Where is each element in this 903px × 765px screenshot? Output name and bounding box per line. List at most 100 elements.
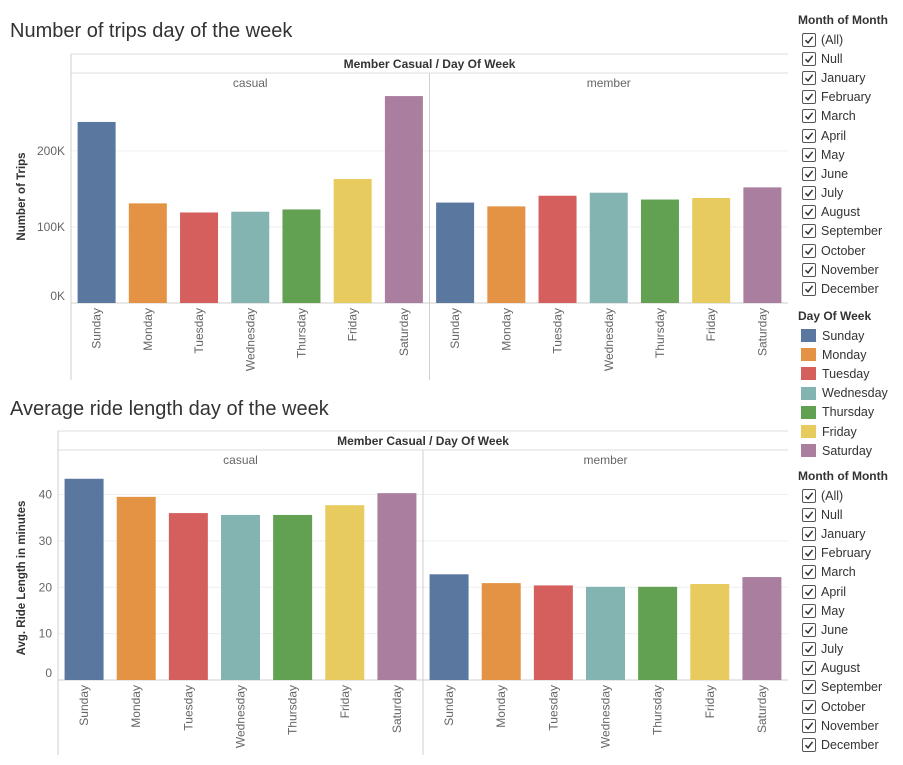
month-filter-option[interactable]: August	[798, 203, 902, 222]
checkbox-checked-icon[interactable]	[802, 262, 816, 277]
month-filter-option[interactable]: (All)	[798, 30, 902, 49]
x-tick-label: Saturday	[755, 685, 769, 733]
checkbox-checked-icon[interactable]	[802, 680, 816, 695]
month-filter-option-label: May	[821, 147, 845, 162]
checkbox-checked-icon[interactable]	[802, 205, 816, 220]
month-filter-option-label: June	[821, 622, 849, 637]
month-filter-option[interactable]: July	[798, 184, 902, 203]
checkbox-checked-icon[interactable]	[802, 128, 816, 143]
legend-swatch	[801, 405, 816, 419]
checkbox-checked-icon[interactable]	[802, 565, 816, 580]
checkbox-checked-icon[interactable]	[802, 546, 816, 561]
legend-swatch	[801, 367, 816, 381]
bar-casual-sunday	[64, 478, 104, 680]
day-legend-item[interactable]: Thursday	[798, 403, 902, 422]
bar-casual-monday	[116, 496, 156, 680]
day-legend-item[interactable]: Wednesday	[798, 384, 902, 403]
month-filter-option[interactable]: November	[798, 716, 902, 735]
y-tick-label: 200K	[37, 144, 65, 158]
bar-casual-saturday	[377, 493, 417, 680]
x-tick-label: Monday	[141, 308, 155, 351]
month-filter-option-label: April	[821, 128, 847, 143]
month-filter-option[interactable]: November	[798, 260, 902, 279]
month-filter-option[interactable]: August	[798, 659, 902, 678]
month-filter-option[interactable]: September	[798, 678, 902, 697]
x-tick-label: Monday	[499, 308, 513, 351]
month-filter-option-label: September	[821, 224, 883, 239]
month-filter-option[interactable]: January	[798, 68, 902, 87]
month-filter-option[interactable]: Null	[798, 505, 902, 524]
checkbox-checked-icon[interactable]	[802, 507, 816, 522]
day-legend-item[interactable]: Tuesday	[798, 364, 902, 383]
month-filter-option[interactable]: June	[798, 164, 902, 183]
month-filter-option[interactable]: April	[798, 582, 902, 601]
day-legend-label: Saturday	[822, 443, 873, 458]
month-filter-option-label: October	[821, 699, 866, 714]
month-filter-option[interactable]: October	[798, 697, 902, 716]
month-filter-option[interactable]: February	[798, 88, 902, 107]
day-legend-item[interactable]: Sunday	[798, 326, 902, 345]
month-filter-option[interactable]: February	[798, 544, 902, 563]
bar-member-sunday	[436, 202, 475, 303]
checkbox-checked-icon[interactable]	[802, 51, 816, 66]
checkbox-checked-icon[interactable]	[802, 738, 816, 753]
month-filter-option[interactable]: (All)	[798, 486, 902, 505]
month-filter-option[interactable]: May	[798, 145, 902, 164]
month-filter-option[interactable]: Null	[798, 49, 902, 68]
checkbox-checked-icon[interactable]	[802, 603, 816, 618]
month-filter-option[interactable]: April	[798, 126, 902, 145]
checkbox-checked-icon[interactable]	[802, 243, 816, 258]
checkbox-checked-icon[interactable]	[802, 282, 816, 297]
x-tick-label: Saturday	[397, 308, 411, 356]
day-legend-item[interactable]: Friday	[798, 422, 902, 441]
month-filter-option[interactable]: March	[798, 107, 902, 126]
month-filter-option[interactable]: May	[798, 601, 902, 620]
checkbox-checked-icon[interactable]	[802, 90, 816, 105]
checkbox-checked-icon[interactable]	[802, 488, 816, 503]
bar-member-friday	[690, 584, 730, 680]
checkbox-checked-icon[interactable]	[802, 622, 816, 637]
month-filter-option[interactable]: September	[798, 222, 902, 241]
day-legend-item[interactable]: Monday	[798, 345, 902, 364]
checkbox-checked-icon[interactable]	[802, 661, 816, 676]
x-tick-label: Sunday	[90, 308, 104, 349]
bar-casual-thursday	[282, 209, 321, 303]
y-tick-label: 10	[39, 627, 53, 641]
month-filter-option[interactable]: July	[798, 640, 902, 659]
checkbox-checked-icon[interactable]	[802, 109, 816, 124]
month-filter-option[interactable]: January	[798, 524, 902, 543]
chart-title-ride-length: Average ride length day of the week	[10, 398, 329, 420]
checkbox-checked-icon[interactable]	[802, 224, 816, 239]
checkbox-checked-icon[interactable]	[802, 584, 816, 599]
checkbox-checked-icon[interactable]	[802, 642, 816, 657]
legend-swatch	[801, 386, 816, 400]
checkbox-checked-icon[interactable]	[802, 147, 816, 162]
x-tick-label: Monday	[494, 685, 508, 728]
month-filter-option-label: (All)	[821, 32, 844, 47]
checkbox-checked-icon[interactable]	[802, 166, 816, 181]
day-legend-label: Monday	[822, 347, 867, 362]
checkbox-checked-icon[interactable]	[802, 699, 816, 714]
x-tick-label: Friday	[704, 308, 718, 341]
x-tick-label: Sunday	[77, 685, 91, 726]
bar-member-thursday	[638, 586, 678, 680]
month-filter-option[interactable]: June	[798, 620, 902, 639]
chart-title-trips: Number of trips day of the week	[10, 20, 293, 42]
month-filter-option[interactable]: October	[798, 241, 902, 260]
bar-casual-wednesday	[231, 211, 270, 303]
checkbox-checked-icon[interactable]	[802, 526, 816, 541]
checkbox-checked-icon[interactable]	[802, 718, 816, 733]
checkbox-checked-icon[interactable]	[802, 70, 816, 85]
month-filter-option[interactable]: December	[798, 279, 902, 298]
bar-member-wednesday	[586, 586, 625, 680]
legend-swatch	[801, 425, 816, 439]
day-legend-item[interactable]: Saturday	[798, 441, 902, 460]
checkbox-checked-icon[interactable]	[802, 32, 816, 47]
checkbox-checked-icon[interactable]	[802, 186, 816, 201]
month-filter-option[interactable]: December	[798, 735, 902, 754]
day-legend-label: Thursday	[822, 405, 875, 420]
month-filter-option-label: June	[821, 166, 849, 181]
month-filter-option[interactable]: March	[798, 563, 902, 582]
x-tick-label: Tuesday	[546, 685, 560, 731]
x-tick-label: Saturday	[755, 308, 769, 356]
